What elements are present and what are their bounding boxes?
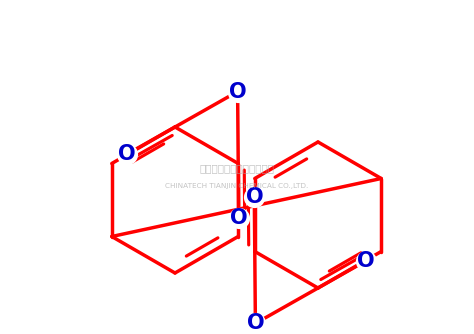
Text: CHINATECH TIANJIN CHEMICAL CO.,LTD.: CHINATECH TIANJIN CHEMICAL CO.,LTD. (165, 183, 309, 189)
Text: O: O (229, 81, 246, 102)
Text: O: O (246, 313, 264, 333)
Text: O: O (230, 208, 247, 228)
Text: 天津众泰材料科技有限公司: 天津众泰材料科技有限公司 (200, 163, 274, 173)
Text: O: O (246, 186, 263, 206)
Text: O: O (118, 144, 136, 164)
Text: O: O (357, 251, 374, 271)
